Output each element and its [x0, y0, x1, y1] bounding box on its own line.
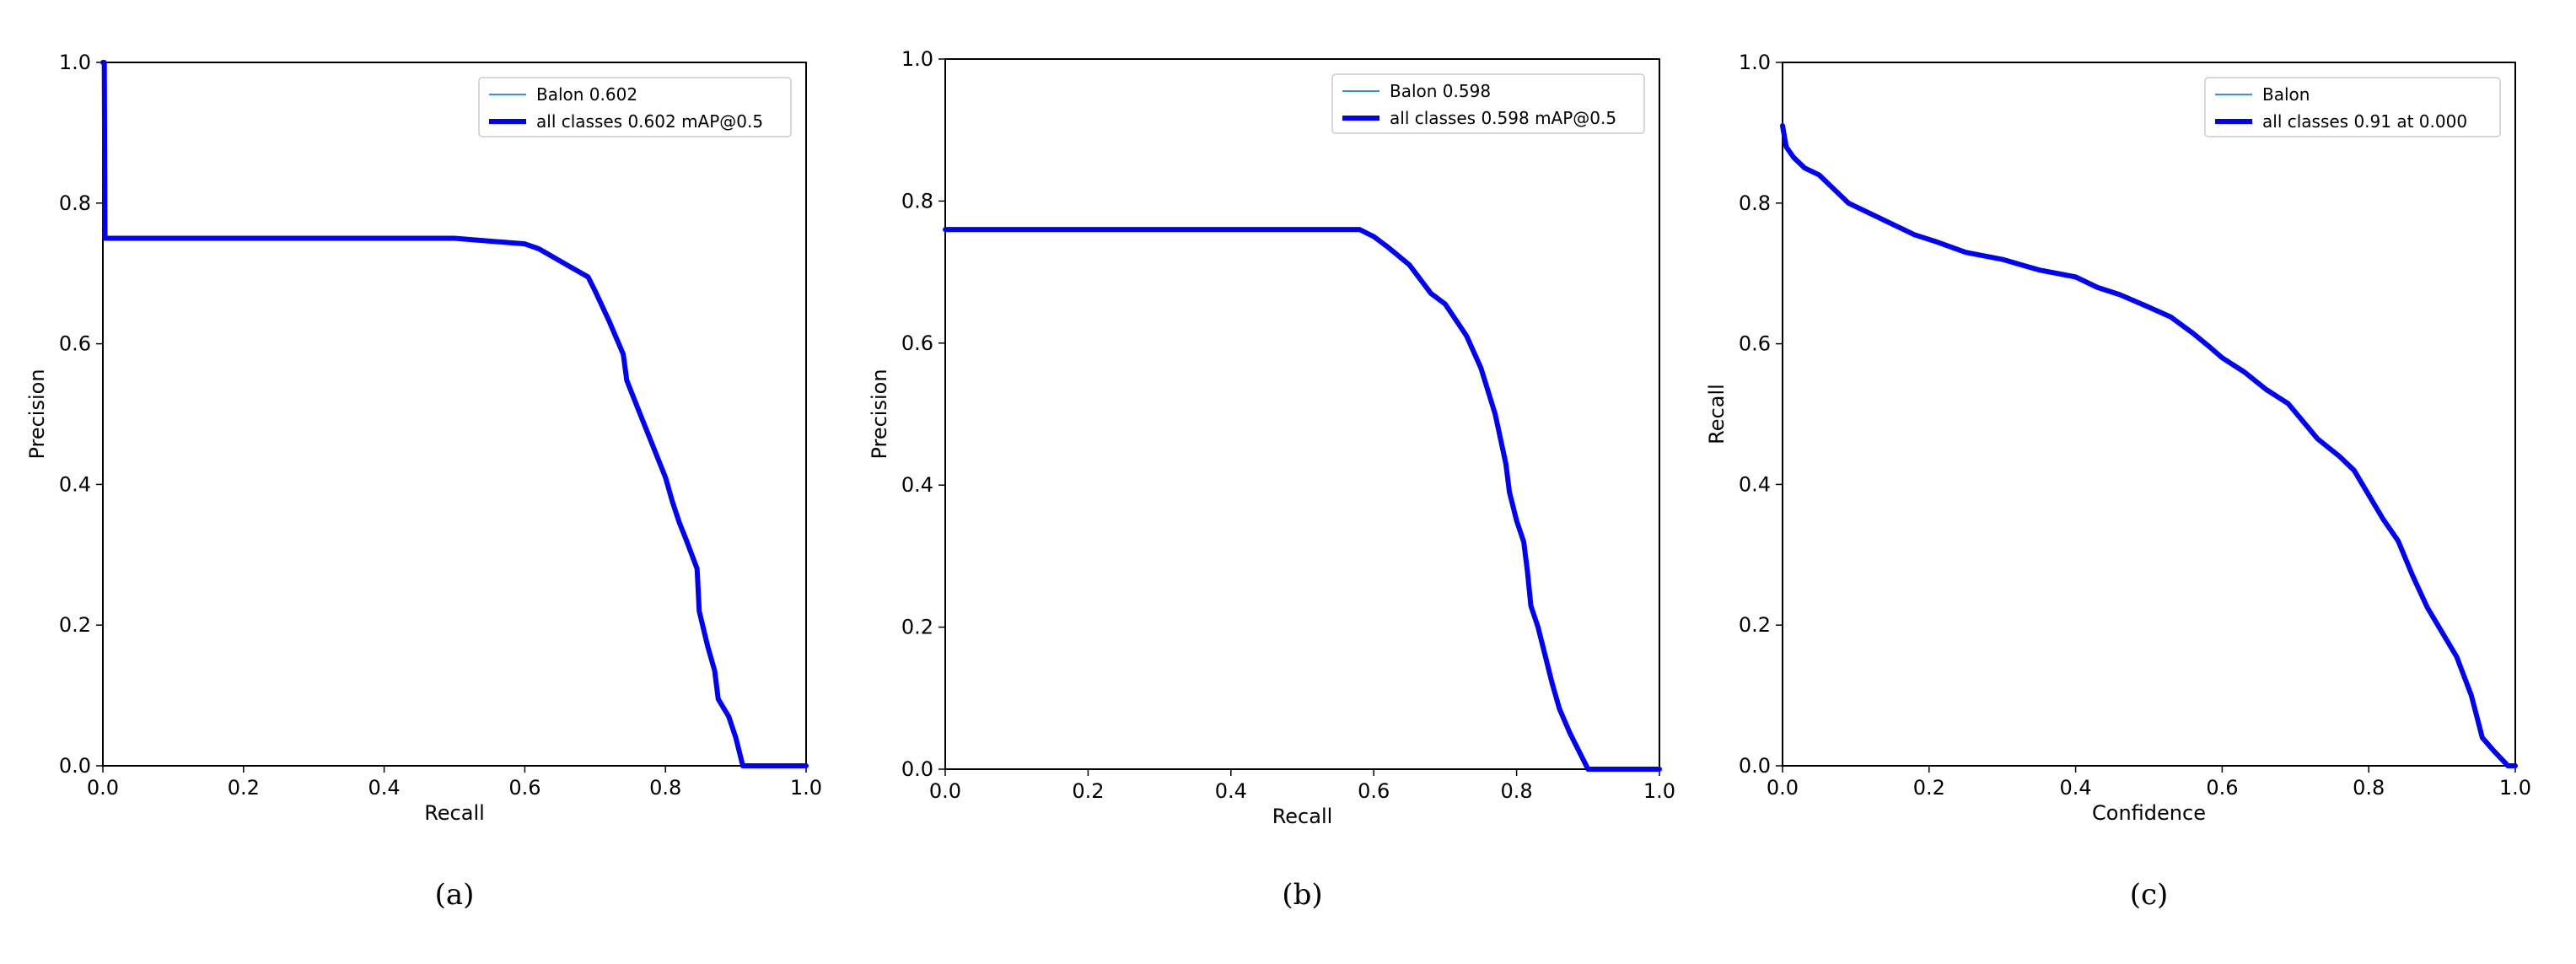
legend-box	[1331, 73, 1645, 134]
x-tick-label: 0.8	[649, 776, 681, 800]
y-tick-label: 0.2	[1739, 613, 1771, 637]
x-tick-label: 1.0	[2499, 776, 2531, 800]
x-tick-label: 1.0	[790, 776, 822, 800]
x-tick-label: 0.4	[2060, 776, 2092, 800]
y-tick-label: 0.8	[901, 189, 933, 213]
x-tick-label: 0.2	[1913, 776, 1945, 800]
x-tick-label: 0.6	[508, 776, 540, 800]
x-tick-label: 0.4	[1215, 779, 1247, 803]
y-tick-label: 0.0	[1739, 754, 1771, 778]
y-tick-label: 0.4	[59, 472, 91, 496]
y-tick-label: 0.8	[1739, 191, 1771, 215]
x-tick-label: 1.0	[1643, 779, 1675, 803]
plot-frame	[102, 62, 807, 767]
y-axis-label: Precision	[25, 369, 49, 459]
legend-label: Balon 0.598	[1390, 81, 1491, 101]
x-tick-label: 0.8	[1501, 779, 1533, 803]
y-tick-label: 0.6	[59, 332, 91, 356]
y-tick-label: 0.0	[59, 754, 91, 778]
x-axis-label: Confidence	[2092, 801, 2206, 825]
series-line-all-classes	[100, 60, 809, 768]
plot-frame	[944, 58, 1660, 770]
x-tick-label: 0.2	[228, 776, 260, 800]
y-tick-label: 1.0	[59, 51, 91, 74]
panel-caption: (b)	[1282, 878, 1322, 912]
series-line-all-classes	[943, 227, 1662, 772]
y-tick-label: 0.6	[901, 331, 933, 355]
y-tick-label: 0.2	[901, 616, 933, 639]
y-tick-label: 0.6	[1739, 332, 1771, 356]
x-tick-label: 0.8	[2353, 776, 2385, 800]
x-axis-label: Recall	[424, 801, 485, 825]
legend: Balon 0.602 all classes 0.602 mAP@0.5	[478, 77, 792, 137]
legend-label: all classes 0.602 mAP@0.5	[536, 111, 763, 132]
legend-label: all classes 0.91 at 0.000	[2262, 111, 2467, 132]
legend-label: Balon 0.602	[536, 84, 637, 105]
y-tick-label: 0.8	[59, 191, 91, 215]
x-tick-label: 0.0	[1767, 776, 1799, 800]
y-axis-label: Recall	[1705, 384, 1729, 444]
y-tick-label: 0.2	[59, 613, 91, 637]
x-tick-label: 0.4	[368, 776, 401, 800]
x-tick-label: 0.6	[2206, 776, 2238, 800]
legend: Balon 0.598 all classes 0.598 mAP@0.5	[1331, 73, 1645, 134]
y-tick-label: 1.0	[1739, 51, 1771, 74]
plot-frame	[1782, 62, 2516, 767]
series-line-balon	[102, 62, 807, 767]
legend-label: all classes 0.598 mAP@0.5	[1390, 108, 1616, 128]
panel-caption: (c)	[2130, 878, 2169, 912]
legend: Balon all classes 0.91 at 0.000	[2204, 77, 2501, 137]
chart-panel-2: 0.0 0.2 0.4 0.6 0.8 1.0 0.0 0.2 0.4 0.6 0.8 1.0 Reca…	[868, 47, 1675, 912]
y-tick-label: 0.4	[1739, 472, 1771, 496]
chart-panel-3: 0.0 0.2 0.4 0.6 0.8 1.0 0.0 0.2 0.4 0.6 0.8 1.0 Conf…	[1705, 51, 2531, 912]
panel-caption: (a)	[435, 878, 475, 912]
series-line-all-classes	[1780, 123, 2518, 768]
chart-panel-1: 0.0 0.2 0.4 0.6 0.8 1.0 0.0 0.2 0.4 0.6 0.8 1.0 Reca…	[25, 51, 822, 912]
legend-box	[478, 77, 792, 137]
x-tick-label: 0.0	[87, 776, 119, 800]
y-tick-label: 0.4	[901, 473, 933, 497]
legend-label: Balon	[2262, 84, 2310, 105]
y-tick-label: 0.0	[901, 757, 933, 781]
x-axis-label: Recall	[1272, 805, 1333, 828]
y-tick-label: 1.0	[901, 47, 933, 71]
legend-box	[2204, 77, 2501, 137]
x-tick-label: 0.2	[1072, 779, 1104, 803]
y-axis-label: Precision	[868, 369, 891, 459]
x-tick-label: 0.6	[1358, 779, 1390, 803]
x-tick-label: 0.0	[929, 779, 961, 803]
